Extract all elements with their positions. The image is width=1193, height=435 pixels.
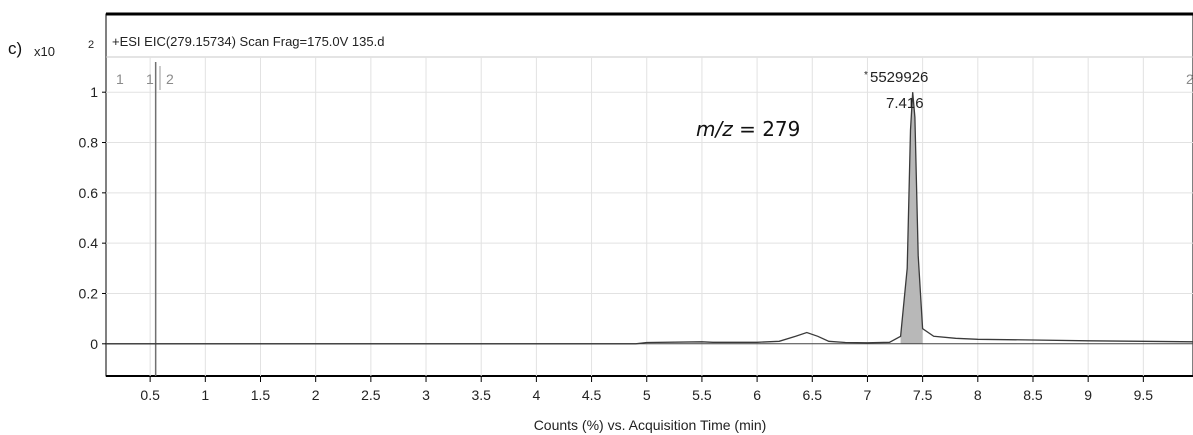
series-group bbox=[106, 92, 1193, 345]
segment-label: 2 bbox=[166, 71, 174, 87]
x-tick-label: 4 bbox=[532, 387, 540, 403]
eic-trace-line bbox=[106, 92, 1193, 345]
x-tick-label: 3.5 bbox=[471, 387, 491, 403]
x-tick-label: 6 bbox=[753, 387, 761, 403]
peak-time-label: 7.416 bbox=[886, 95, 924, 112]
y-tick-label: 0.4 bbox=[79, 235, 99, 251]
x-tick-label: 8 bbox=[974, 387, 982, 403]
y-tick-label: 1 bbox=[90, 84, 98, 100]
x-tick-label: 8.5 bbox=[1023, 387, 1043, 403]
x-axis-label: Counts (%) vs. Acquisition Time (min) bbox=[534, 417, 767, 433]
grid-lines bbox=[106, 57, 1193, 376]
x-tick-label: 7.5 bbox=[913, 387, 933, 403]
segment-label: 2 bbox=[1186, 71, 1193, 87]
x-tick-label: 1 bbox=[201, 387, 209, 403]
x-tick-label: 0.5 bbox=[140, 387, 160, 403]
x-tick-label: 9.5 bbox=[1134, 387, 1154, 403]
peak-count-label: 5529926 bbox=[870, 69, 928, 86]
y-tick-label: 0 bbox=[90, 336, 98, 352]
x-tick-label: 4.5 bbox=[582, 387, 602, 403]
y-axis-ticks: 0 0.2 0.4 0.6 0.8 1 bbox=[79, 84, 106, 352]
x-tick-label: 1.5 bbox=[251, 387, 271, 403]
chart-title: +ESI EIC(279.15734) Scan Frag=175.0V 135… bbox=[112, 34, 384, 49]
x-axis-ticks: 0.5 1 1.5 2 2.5 3 3.5 4 4.5 5 5.5 6 6.5 7 7.5 8 8.5 9 9.5 bbox=[140, 376, 1153, 403]
x-tick-label: 7 bbox=[864, 387, 872, 403]
y-tick-label: 0.8 bbox=[79, 135, 99, 151]
y-tick-label: 0.2 bbox=[79, 285, 99, 301]
x-tick-label: 9 bbox=[1084, 387, 1092, 403]
segment-label: 1 bbox=[146, 71, 154, 87]
x-tick-label: 6.5 bbox=[803, 387, 823, 403]
peak-marker-asterisk: * bbox=[864, 70, 868, 81]
x-tick-label: 2.5 bbox=[361, 387, 381, 403]
x-tick-label: 2 bbox=[312, 387, 320, 403]
mz-annotation: m/z = 279 bbox=[696, 117, 800, 141]
multiplier-exponent: 2 bbox=[88, 39, 94, 51]
x-tick-label: 5 bbox=[643, 387, 651, 403]
panel-label: c) bbox=[8, 39, 22, 58]
y-tick-label: 0.6 bbox=[79, 185, 99, 201]
multiplier-base: x10 bbox=[34, 44, 55, 59]
mz-value: = 279 bbox=[733, 117, 801, 141]
x-tick-label: 5.5 bbox=[692, 387, 712, 403]
plot-frame bbox=[105, 13, 1193, 377]
x-tick-label: 3 bbox=[422, 387, 430, 403]
segment-label: 1 bbox=[116, 71, 124, 87]
mz-prefix: m/z bbox=[696, 117, 733, 141]
